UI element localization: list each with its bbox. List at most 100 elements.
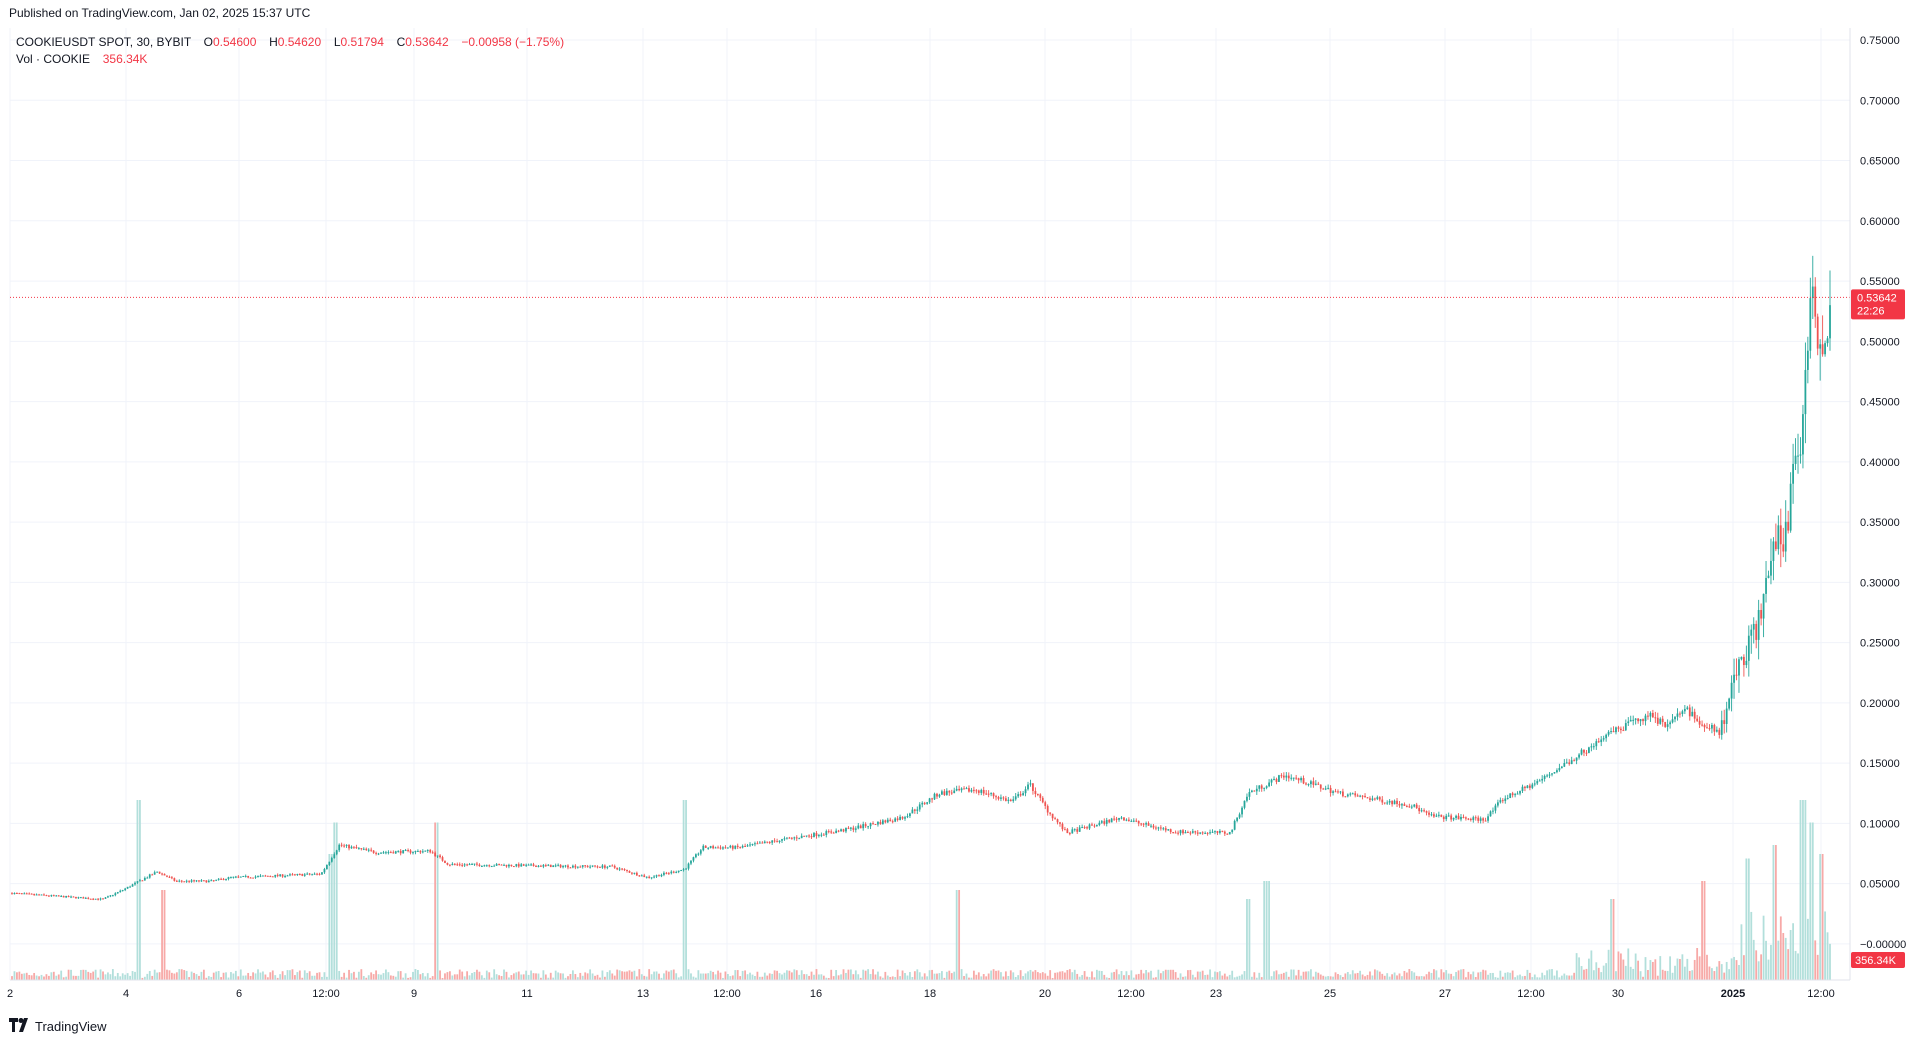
candle-body [1339,791,1342,793]
volume-bar [542,970,545,980]
volume-bar [407,977,409,980]
candle-body [284,875,286,877]
candle-body [259,875,262,877]
candle-body [1437,814,1440,816]
candle-body [1376,797,1379,800]
candle-body [1027,784,1029,790]
volume-bar [503,969,505,980]
candle-body [1679,713,1681,715]
volume-bar [549,972,552,980]
volume-bar [1356,972,1359,980]
candle-body [702,845,705,851]
candle-body [712,846,715,849]
candle-body [754,843,756,845]
candle-body [918,804,921,810]
volume-bar [40,974,43,980]
volume-bar [916,969,919,980]
candle-body [1398,803,1401,806]
volume-bar [1528,972,1531,980]
volume-bar [522,974,525,980]
candle-body [276,874,279,876]
volume-bar [1531,977,1534,980]
candle-body [1169,829,1172,833]
volume-bar [1570,975,1573,980]
candle-body [1383,802,1386,804]
candle-body [1504,798,1507,801]
candle-body [1787,521,1790,531]
volume-bar [431,976,434,980]
volume-bar [1159,973,1162,980]
candle-body [941,791,943,795]
candle-body [237,876,240,878]
volume-bar [1777,940,1780,980]
candle-body [1573,760,1576,762]
volume-bar [670,970,673,980]
candle-body [1728,698,1731,709]
volume-bar [608,970,611,980]
candle-body [1590,746,1593,748]
volume-bar [102,971,104,980]
volume-bar [1017,975,1020,980]
volume-bar [1310,969,1312,980]
candle-body [313,873,316,875]
volume-bar [1487,974,1489,980]
volume-bar [881,977,884,980]
volume-bar [734,970,737,980]
candle-body [1686,707,1689,709]
volume-bar [1152,977,1155,980]
volume-bar [1829,943,1831,980]
volume-label[interactable]: Vol · COOKIE [16,52,91,66]
volume-bar [1767,959,1770,980]
volume-bar [803,974,806,980]
volume-bar [896,969,899,980]
candle-body [225,878,227,880]
volume-bar [325,976,328,980]
volume-bar [1718,961,1721,980]
volume-bar [859,977,862,980]
volume-bar [724,971,727,980]
candle-body [847,827,850,829]
volume-bar [1369,971,1371,980]
candle-body [739,847,742,849]
volume-bar [139,800,141,980]
volume-bar [1337,974,1339,980]
candle-body [1742,656,1745,666]
volume-bar [350,973,353,980]
candle-body [1708,728,1711,730]
volume-bar [918,972,921,980]
candle-body [1280,775,1283,777]
candle-body [1086,827,1088,829]
candle-body [1482,818,1485,821]
candle-body [886,819,889,823]
time-tick-label: 12:00 [312,988,340,1000]
volume-bar [1147,972,1150,980]
volume-bar [1273,971,1275,980]
volume-bar [1196,971,1199,980]
volume-bar [1565,975,1568,980]
time-tick-label: 12:00 [1117,988,1145,1000]
volume-bar [1681,954,1684,980]
volume-bar [399,971,402,980]
volume-bar [1435,970,1438,980]
candle-body [188,880,191,882]
candle-body [1034,790,1037,795]
volume-bar [1501,976,1504,980]
volume-bar [129,975,131,980]
volume-bar [99,969,102,980]
candle-body [392,852,395,854]
candle-body [916,809,919,811]
candle-body [111,895,114,897]
volume-bar [508,977,510,980]
symbol-label[interactable]: COOKIEUSDT SPOT, 30, BYBIT [16,35,191,49]
volume-bar [345,977,348,980]
volume-bar [867,969,870,980]
candle-body [480,866,483,868]
volume-bar [471,973,473,980]
candle-body [1792,463,1794,484]
volume-bar [677,977,680,980]
candle-body [1575,757,1578,761]
volume-bar [1108,977,1111,980]
volume-bar [1442,972,1445,980]
